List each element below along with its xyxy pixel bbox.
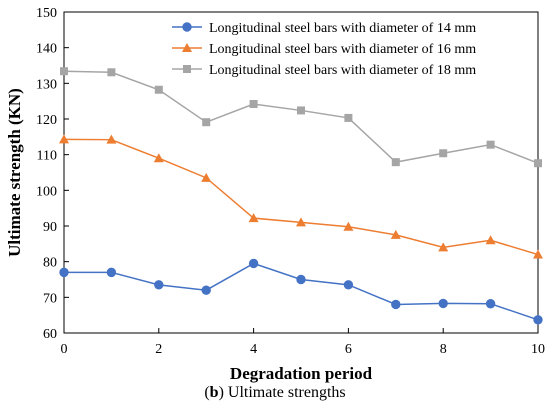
y-tick-label: 140 (36, 42, 57, 57)
series-line-2 (63, 138, 539, 256)
x-tick-label: 6 (345, 342, 352, 357)
series-2-point (533, 249, 543, 259)
caption-letter: b (209, 384, 219, 401)
series-1-point (106, 267, 117, 278)
series-3-point (534, 159, 542, 168)
series-1-point (343, 280, 354, 290)
y-tick-label: 60 (43, 327, 57, 342)
series-1-point (533, 315, 543, 325)
series-2-point (153, 153, 164, 163)
legend-label-1: Longitudinal steel bars with diameter of… (209, 21, 476, 36)
series-1-point (248, 258, 259, 269)
y-tick-label: 150 (36, 6, 57, 21)
series-3-point (391, 158, 400, 167)
legend-label-3: Longitudinal steel bars with diameter of… (209, 63, 476, 78)
series-1-point (438, 298, 448, 309)
series-1-point (391, 299, 401, 310)
legend-marker-2 (182, 43, 192, 52)
series-2-point (201, 172, 212, 182)
y-tick-label: 130 (36, 77, 57, 92)
y-tick-label: 70 (43, 291, 57, 306)
legend-label-2: Longitudinal steel bars with diameter of… (209, 42, 476, 57)
series-2-point (248, 213, 259, 223)
legend-marker-1 (182, 22, 192, 32)
x-tick-label: 8 (440, 342, 447, 357)
series-1-point (59, 267, 69, 278)
series-2-point (485, 235, 496, 245)
legend-marker-3 (183, 65, 191, 73)
y-tick-label: 90 (43, 220, 57, 235)
series-3-point (249, 100, 258, 109)
x-tick-label: 2 (155, 342, 162, 357)
figure-caption: (b) Ultimate strengths (0, 384, 550, 402)
series-3-point (154, 85, 163, 94)
series-1-point (296, 274, 306, 285)
series-1-point (201, 285, 211, 295)
x-tick-label: 0 (61, 342, 68, 357)
series-2-point (296, 217, 306, 227)
series-3-point (486, 140, 495, 149)
series-1-point (154, 280, 164, 290)
series-2-point (390, 229, 401, 239)
series-line-1 (64, 262, 539, 321)
series-3-point (60, 67, 68, 76)
x-tick-label: 10 (531, 342, 545, 357)
series-3-point (107, 68, 116, 77)
series-3-point (297, 106, 305, 115)
caption-suffix: ) Ultimate strengths (218, 384, 346, 401)
y-tick-label: 80 (43, 256, 57, 271)
series-2-point (106, 134, 117, 144)
series-2-point (59, 134, 69, 144)
x-axis-title: Degradation period (230, 364, 373, 383)
series-2-point (343, 221, 354, 231)
y-tick-label: 110 (37, 149, 57, 164)
x-tick-label: 4 (250, 342, 257, 357)
series-2-point (438, 242, 449, 252)
y-tick-label: 100 (36, 184, 57, 199)
y-tick-label: 120 (36, 113, 57, 128)
caption-prefix: ( (204, 384, 210, 401)
series-3-point (202, 118, 211, 127)
plot-frame (63, 11, 539, 334)
series-3-point (344, 113, 353, 122)
series-3-point (439, 149, 448, 158)
series-1-point (485, 299, 496, 309)
y-axis-title: Ultimate strength (KN) (5, 88, 24, 257)
